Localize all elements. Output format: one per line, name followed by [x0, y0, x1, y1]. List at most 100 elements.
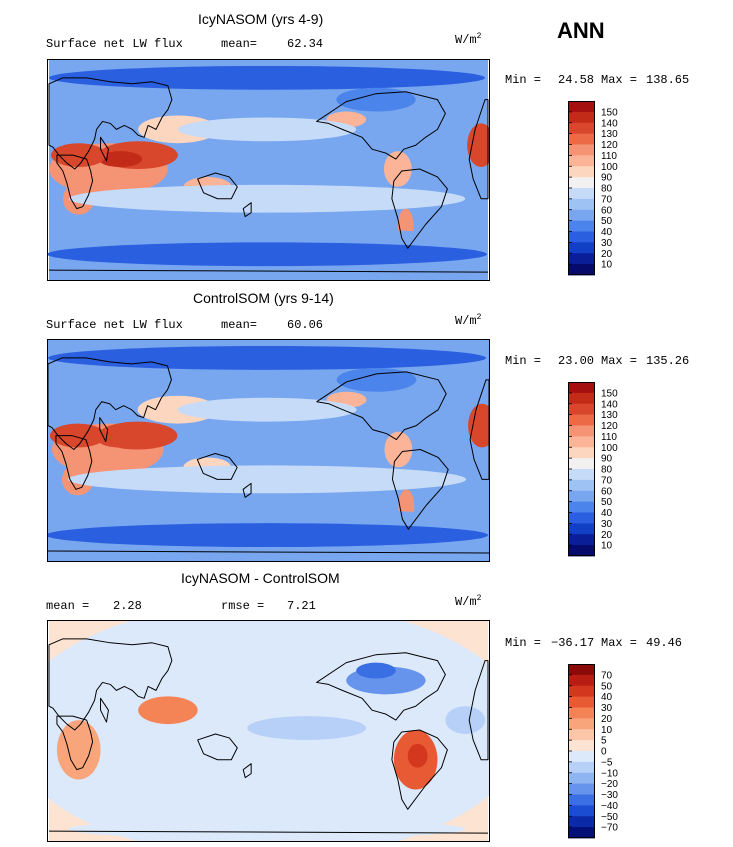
colorbar-tick-label: 0 — [601, 747, 607, 758]
field-contour — [445, 706, 486, 734]
field-contour — [468, 403, 489, 448]
colorbar-tick-label: 130 — [601, 410, 618, 421]
colorbar-swatch — [568, 794, 595, 806]
panel-3-rmse-label: rmse = — [221, 599, 265, 613]
colorbar-swatch — [568, 403, 595, 416]
colorbar-swatch — [568, 220, 595, 232]
coastline — [242, 482, 252, 498]
colorbar-tick-label: 140 — [601, 399, 618, 410]
panel-3-max-label: Max = — [601, 636, 638, 650]
colorbar-tick-label: 90 — [601, 173, 613, 184]
coastline — [48, 550, 489, 554]
colorbar-swatch — [568, 545, 595, 557]
field-contour — [48, 65, 486, 90]
colorbar-tick-label: −50 — [601, 812, 618, 823]
colorbar-swatch — [568, 740, 595, 752]
colorbar-tick-label: 70 — [601, 475, 613, 486]
coastline — [468, 99, 489, 200]
panel-2-max-value: 135.26 — [646, 354, 690, 368]
coastline — [469, 379, 489, 480]
colorbar-tick-label: 20 — [601, 530, 613, 541]
colorbar-tick-label: −10 — [601, 768, 618, 779]
coastline — [197, 733, 238, 761]
coastline — [56, 715, 94, 771]
colorbar-tick-label: 10 — [601, 541, 613, 552]
panel-3-max-value: 49.46 — [646, 636, 683, 650]
field-contour — [48, 345, 487, 370]
panel-1-max-value: 138.65 — [646, 73, 690, 87]
panel-2-min-value: 23.00 — [558, 354, 595, 368]
colorbar-tick-label: 140 — [601, 118, 618, 129]
coastline — [316, 371, 447, 441]
colorbar-swatch — [568, 761, 595, 774]
panel-3-min-value: −36.17 — [551, 636, 595, 650]
colorbar-tick-label: 40 — [601, 692, 613, 703]
coastline — [48, 638, 173, 731]
colorbar-swatch — [568, 101, 595, 113]
colorbar-swatch — [568, 447, 595, 459]
colorbar-tick-label: −70 — [601, 823, 618, 834]
panel-2-mean-value: 60.06 — [287, 318, 324, 332]
colorbar-tick-label: 120 — [601, 140, 618, 151]
panel-2-mean-label: mean= — [221, 318, 258, 332]
panel-3-min-label: Min = — [505, 636, 542, 650]
colorbar-swatch — [568, 469, 595, 481]
colorbar-tick-label: 20 — [601, 249, 613, 260]
colorbar-swatch — [568, 501, 595, 513]
colorbar-swatch — [568, 718, 595, 730]
colorbar-swatch — [568, 707, 595, 719]
field-contour — [247, 716, 367, 740]
panel-2-max-label: Max = — [601, 354, 638, 368]
coastline — [99, 417, 109, 443]
field-contour — [68, 819, 466, 840]
colorbar-tick-label: 100 — [601, 443, 618, 454]
colorbar-tick-label: −20 — [601, 779, 618, 790]
field-contour — [467, 123, 489, 168]
coastline — [48, 77, 173, 170]
panel-1-min-value: 24.58 — [558, 73, 595, 87]
colorbar-swatch — [568, 729, 595, 741]
colorbar-swatch — [568, 490, 595, 503]
colorbar-swatch — [568, 188, 595, 200]
field-contour — [98, 151, 143, 168]
coastline — [197, 172, 238, 200]
field-contour — [68, 184, 466, 213]
coastline — [56, 154, 94, 210]
field-contour — [356, 662, 396, 679]
field-contour — [383, 151, 412, 187]
colorbar-swatch — [568, 685, 595, 698]
colorbar-swatch — [568, 674, 595, 687]
colorbar-tick-label: 150 — [601, 388, 618, 399]
panel-2-title: ControlSOM (yrs 9-14) — [193, 290, 334, 306]
colorbar-swatch — [568, 264, 595, 276]
colorbar-tick-label: 30 — [601, 519, 613, 530]
colorbar-swatch — [568, 242, 595, 254]
colorbar-tick-label: 70 — [601, 194, 613, 205]
coastline — [391, 729, 448, 810]
coastline — [48, 830, 489, 834]
colorbar-tick-label: 5 — [601, 736, 607, 747]
panel-2-map — [47, 339, 490, 562]
field-contour — [56, 720, 101, 780]
colorbar-swatch — [568, 772, 595, 785]
field-contour — [177, 117, 357, 142]
colorbar-swatch — [568, 414, 595, 426]
coastline — [316, 91, 446, 160]
coastline — [55, 435, 93, 490]
colorbar-tick-label: −40 — [601, 801, 618, 812]
colorbar-swatch — [568, 122, 595, 135]
colorbar-tick-label: 10 — [601, 260, 613, 271]
coastline — [242, 202, 252, 218]
colorbar-tick-label: 60 — [601, 486, 613, 497]
field-contour — [48, 523, 488, 548]
colorbar-swatch — [568, 783, 595, 795]
field-contour — [128, 680, 287, 740]
colorbar-swatch — [568, 133, 595, 145]
field-contour — [138, 696, 198, 725]
colorbar-swatch — [568, 155, 595, 167]
panel-3-mean-value: 2.28 — [113, 599, 142, 613]
panel-1-units: W/m2 — [455, 32, 481, 47]
panel-3-mean-label: mean = — [46, 599, 90, 613]
colorbar-tick-label: 30 — [601, 703, 613, 714]
